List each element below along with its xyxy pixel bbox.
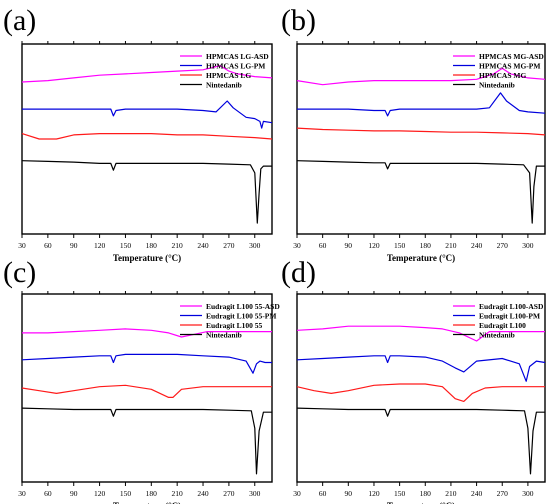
series-line-drug bbox=[21, 407, 272, 475]
series-line-polymer bbox=[21, 133, 273, 140]
x-tick-label: 90 bbox=[70, 241, 78, 250]
x-tick-label: 150 bbox=[394, 489, 406, 498]
series-line-pm bbox=[296, 355, 546, 382]
plot-frame bbox=[296, 43, 546, 235]
series-line-polymer bbox=[296, 127, 546, 136]
x-tick-label: 210 bbox=[445, 241, 457, 250]
panel-letter: (d) bbox=[281, 256, 316, 289]
series-line-polymer bbox=[21, 384, 272, 398]
x-tick-label: 210 bbox=[172, 241, 184, 250]
x-tick-label: 120 bbox=[94, 241, 106, 250]
series-line-asd bbox=[22, 328, 272, 338]
series-line-pm bbox=[297, 92, 546, 117]
x-tick-label: 30 bbox=[293, 489, 301, 498]
series-line-asd bbox=[21, 65, 273, 83]
x-tick-label: 240 bbox=[471, 241, 483, 250]
x-tick-label: 240 bbox=[471, 489, 483, 498]
x-tick-label: 300 bbox=[249, 489, 261, 498]
legend-entry: HPMCAS LG-ASD bbox=[206, 52, 269, 61]
legend-entry: Nintedanib bbox=[206, 80, 242, 89]
x-tick-label: 270 bbox=[497, 241, 509, 250]
x-tick-label: 240 bbox=[197, 241, 209, 250]
series-line-pm bbox=[21, 353, 272, 374]
x-tick-label: 90 bbox=[345, 241, 353, 250]
legend-entry: Nintedanib bbox=[206, 330, 242, 339]
panel-letter: (a) bbox=[3, 4, 36, 37]
series-line-asd bbox=[296, 325, 545, 342]
panel-letter: (c) bbox=[3, 256, 36, 289]
x-tick-label: 60 bbox=[319, 241, 327, 250]
series-line-drug bbox=[21, 160, 272, 224]
x-tick-label: 60 bbox=[44, 489, 52, 498]
x-tick-label: 210 bbox=[445, 489, 457, 498]
legend-entry: Eudragit L100 55-PM bbox=[206, 311, 276, 320]
x-tick-label: 120 bbox=[94, 489, 106, 498]
legend-entry: Eudragit L100 55 bbox=[206, 321, 263, 330]
plot-frame bbox=[296, 293, 546, 483]
x-tick-label: 60 bbox=[319, 489, 327, 498]
series-line-polymer bbox=[296, 383, 545, 402]
panel-c: (c) 30 60 90 120 150 180 210 240 270 300 Temperatur… bbox=[3, 256, 280, 504]
series-line-drug bbox=[296, 407, 545, 475]
x-tick-label: 300 bbox=[522, 241, 534, 250]
x-axis-label: Temperature (°C) bbox=[387, 501, 455, 504]
legend-entry: HPMCAS MG-ASD bbox=[479, 52, 544, 61]
legend-entry: Nintedanib bbox=[479, 80, 515, 89]
x-tick-label: 180 bbox=[146, 241, 158, 250]
legend-entry: Eudragit L100 55-ASD bbox=[206, 302, 280, 311]
legend-entry: HPMCAS MG-PM bbox=[479, 61, 540, 70]
legend-entry: HPMCAS LG-PM bbox=[206, 61, 265, 70]
x-tick-label: 270 bbox=[223, 241, 235, 250]
x-tick-label: 270 bbox=[497, 489, 509, 498]
x-tick-label: 30 bbox=[18, 489, 26, 498]
legend-entry: HPMCAS LG bbox=[206, 71, 251, 80]
legend-entry: HPMCAS MG bbox=[479, 71, 526, 80]
x-tick-label: 60 bbox=[44, 241, 52, 250]
x-tick-label: 30 bbox=[18, 241, 26, 250]
x-tick-label: 180 bbox=[420, 489, 432, 498]
x-tick-label: 300 bbox=[249, 241, 261, 250]
x-tick-label: 180 bbox=[420, 241, 432, 250]
x-tick-label: 90 bbox=[345, 489, 353, 498]
legend-entry: Eudragit L100-PM bbox=[479, 311, 540, 320]
panel-b: (b) 30 60 90 120 150 180 210 240 270 300 Temperatur… bbox=[281, 4, 546, 263]
legend-entry: Nintedanib bbox=[479, 330, 515, 339]
x-tick-label: 30 bbox=[293, 241, 301, 250]
series-line-pm bbox=[22, 100, 273, 129]
x-axis-label: Temperature (°C) bbox=[387, 253, 455, 263]
x-tick-label: 300 bbox=[522, 489, 534, 498]
x-tick-label: 240 bbox=[197, 489, 209, 498]
x-tick-label: 120 bbox=[368, 489, 380, 498]
x-tick-label: 150 bbox=[120, 241, 132, 250]
x-tick-label: 270 bbox=[223, 489, 235, 498]
legend-entry: Eudragit L100-ASD bbox=[479, 302, 544, 311]
x-tick-label: 150 bbox=[394, 241, 406, 250]
x-tick-label: 150 bbox=[120, 489, 132, 498]
series-line-asd bbox=[296, 67, 546, 86]
x-tick-label: 180 bbox=[146, 489, 158, 498]
panel-letter: (b) bbox=[281, 4, 316, 37]
x-tick-label: 210 bbox=[172, 489, 184, 498]
x-axis-label: Temperature (°C) bbox=[113, 501, 181, 504]
panel-a: (a) 30 60 90 120 150 180 210 240 270 300 Temperatur… bbox=[3, 4, 273, 263]
x-axis-label: Temperature (°C) bbox=[113, 253, 181, 263]
x-tick-label: 120 bbox=[368, 241, 380, 250]
x-tick-label: 90 bbox=[70, 489, 78, 498]
series-line-drug bbox=[296, 160, 545, 224]
panel-d: (d) 30 60 90 120 150 180 210 240 270 300 Temperatur… bbox=[281, 256, 546, 504]
legend-entry: Eudragit L100 bbox=[479, 321, 526, 330]
